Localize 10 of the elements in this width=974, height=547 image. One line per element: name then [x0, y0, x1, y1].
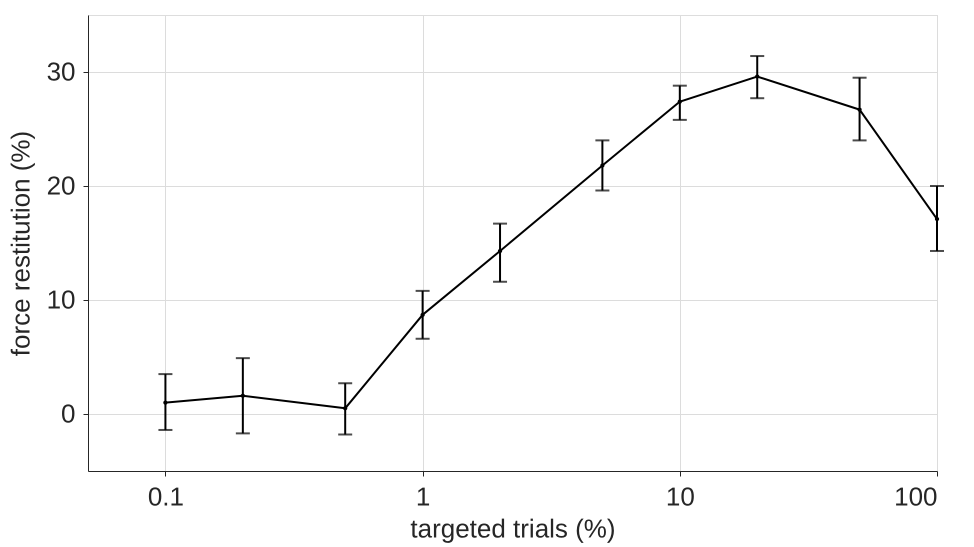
y-tick-label: 10	[46, 284, 76, 314]
y-tick-label: 0	[61, 398, 76, 428]
x-tick-label: 10	[666, 482, 695, 512]
x-tick-label: 1	[416, 482, 430, 512]
y-tick-label: 20	[46, 170, 76, 200]
x-tick-label: 0.1	[148, 482, 184, 512]
x-axis-title: targeted trials (%)	[410, 514, 616, 544]
y-tick-label: 30	[46, 56, 76, 86]
y-axis-title: force restitution (%)	[6, 130, 36, 356]
x-tick-label: 100	[894, 482, 938, 512]
